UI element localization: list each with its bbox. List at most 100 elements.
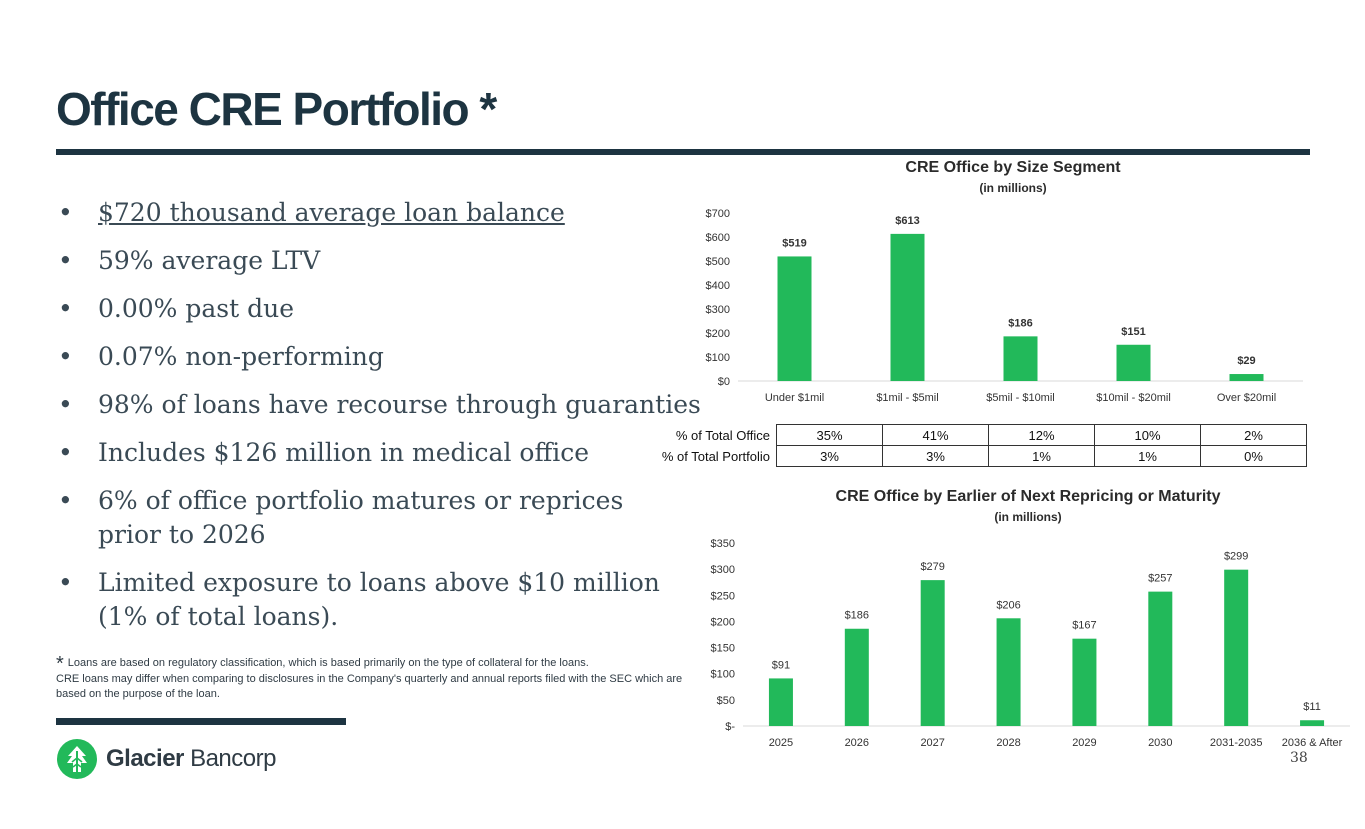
x-tick-label: 2025 <box>769 737 793 749</box>
x-tick-label: $10mil - $20mil <box>1096 392 1171 404</box>
x-tick-label: 2031-2035 <box>1210 737 1263 749</box>
bar <box>1229 374 1264 381</box>
bar <box>996 618 1021 726</box>
table-cell: 1% <box>1094 445 1201 467</box>
table-cell: 12% <box>988 424 1095 446</box>
data-label: $299 <box>1224 551 1248 563</box>
y-tick-label: $350 <box>711 538 735 550</box>
y-tick-label: $0 <box>718 376 730 388</box>
bar <box>1300 720 1325 726</box>
bullet-item: $720 thousand average loan balance <box>58 196 718 230</box>
bullet-text: $720 thousand average loan balance <box>98 198 565 227</box>
data-label: $279 <box>920 561 944 573</box>
title-divider <box>56 149 1310 155</box>
chart-subtitle: (in millions) <box>994 510 1061 524</box>
page-title: Office CRE Portfolio * <box>56 83 497 135</box>
bullet-text: Limited exposure to loans above $10 mill… <box>98 568 660 631</box>
table-cell: 2% <box>1200 424 1307 446</box>
bullet-text: Includes $126 million in medical office <box>98 438 590 467</box>
bar <box>1003 336 1038 381</box>
percent-table: % of Total Office 35% 41% 12% 10% 2% % o… <box>640 424 1307 467</box>
y-tick-label: $50 <box>717 695 735 707</box>
data-label: $186 <box>845 610 869 622</box>
bullet-list: $720 thousand average loan balance 59% a… <box>58 196 718 648</box>
data-label: $613 <box>895 215 919 227</box>
footnote-line1: Loans are based on regulatory classifica… <box>67 657 589 669</box>
y-tick-label: $200 <box>711 616 735 628</box>
bullet-text: 0.07% non-performing <box>98 342 384 371</box>
bar <box>1072 638 1097 726</box>
y-tick-label: $100 <box>711 669 735 681</box>
bullet-item: 6% of office portfolio matures or repric… <box>58 484 688 552</box>
x-tick-label: 2028 <box>996 737 1020 749</box>
data-label: $91 <box>772 659 790 671</box>
y-tick-label: $200 <box>706 328 730 340</box>
data-label: $519 <box>782 237 806 249</box>
bullet-item: 98% of loans have recourse through guara… <box>58 388 718 422</box>
y-tick-label: $300 <box>706 304 730 316</box>
data-label: $29 <box>1237 355 1255 367</box>
table-cell: 3% <box>776 445 883 467</box>
logo-text: Glacier Bancorp <box>106 745 276 773</box>
bar <box>920 580 945 726</box>
bullet-item: Limited exposure to loans above $10 mill… <box>58 566 688 634</box>
y-tick-label: $500 <box>706 256 730 268</box>
bar <box>777 256 812 381</box>
company-logo: Glacier Bancorp <box>56 738 276 780</box>
bar <box>1148 591 1173 726</box>
bullet-text: 59% average LTV <box>98 246 321 275</box>
footnote-marker: * <box>56 653 64 675</box>
bar <box>768 678 793 726</box>
bar <box>844 628 869 726</box>
row-label: % of Total Portfolio <box>661 448 770 464</box>
x-tick-label: 2029 <box>1072 737 1096 749</box>
x-tick-label: 2026 <box>845 737 869 749</box>
bar <box>1224 569 1249 726</box>
bullet-text: 0.00% past due <box>98 294 294 323</box>
row-label: % of Total Office <box>675 427 770 443</box>
y-tick-label: $- <box>725 721 735 733</box>
y-tick-label: $600 <box>706 232 730 244</box>
x-tick-label: Under $1mil <box>765 392 824 404</box>
y-tick-label: $400 <box>706 280 730 292</box>
size-segment-chart: CRE Office by Size Segment (in millions) $… <box>706 159 1303 404</box>
bar <box>890 233 925 381</box>
bar <box>1116 344 1151 381</box>
footnote: * Loans are based on regulatory classific… <box>56 653 688 702</box>
data-label: $206 <box>996 599 1020 611</box>
table-cell: 41% <box>882 424 989 446</box>
table-row: % of Total Portfolio 3% 3% 1% 1% 0% <box>640 445 1307 467</box>
logo-brand-light: Bancorp <box>190 745 276 772</box>
bullet-item: 0.07% non-performing <box>58 340 718 374</box>
x-tick-label: $5mil - $10mil <box>986 392 1054 404</box>
table-cell: 3% <box>882 445 989 467</box>
data-label: $167 <box>1072 620 1096 632</box>
y-tick-label: $150 <box>711 643 735 655</box>
data-label: $151 <box>1121 326 1145 338</box>
table-cell: 10% <box>1094 424 1201 446</box>
data-label: $257 <box>1148 573 1172 585</box>
x-tick-label: Over $20mil <box>1217 392 1276 404</box>
y-tick-label: $250 <box>711 590 735 602</box>
x-tick-label: 2036 & After <box>1282 737 1343 749</box>
table-cell: 35% <box>776 424 883 446</box>
bullet-item: Includes $126 million in medical office <box>58 436 718 470</box>
x-tick-label: 2027 <box>920 737 944 749</box>
footnote-line2: CRE loans may differ when comparing to d… <box>56 673 683 700</box>
y-tick-label: $300 <box>711 564 735 576</box>
glacier-logo-icon <box>57 739 97 779</box>
bullet-item: 59% average LTV <box>58 244 718 278</box>
table-cell: 0% <box>1200 445 1307 467</box>
data-label: $11 <box>1303 701 1321 713</box>
page-number: 38 <box>1290 750 1308 766</box>
y-tick-label: $700 <box>706 208 730 220</box>
logo-brand-bold: Glacier <box>106 745 184 772</box>
repricing-maturity-chart: CRE Office by Earlier of Next Repricing … <box>711 488 1350 749</box>
table-cell: 1% <box>988 445 1095 467</box>
table-row: % of Total Office 35% 41% 12% 10% 2% <box>640 424 1307 446</box>
bullet-text: 98% of loans have recourse through guara… <box>98 390 701 419</box>
chart-title: CRE Office by Earlier of Next Repricing … <box>836 488 1221 505</box>
y-tick-label: $100 <box>706 352 730 364</box>
x-tick-label: $1mil - $5mil <box>876 392 938 404</box>
data-label: $186 <box>1008 317 1032 329</box>
